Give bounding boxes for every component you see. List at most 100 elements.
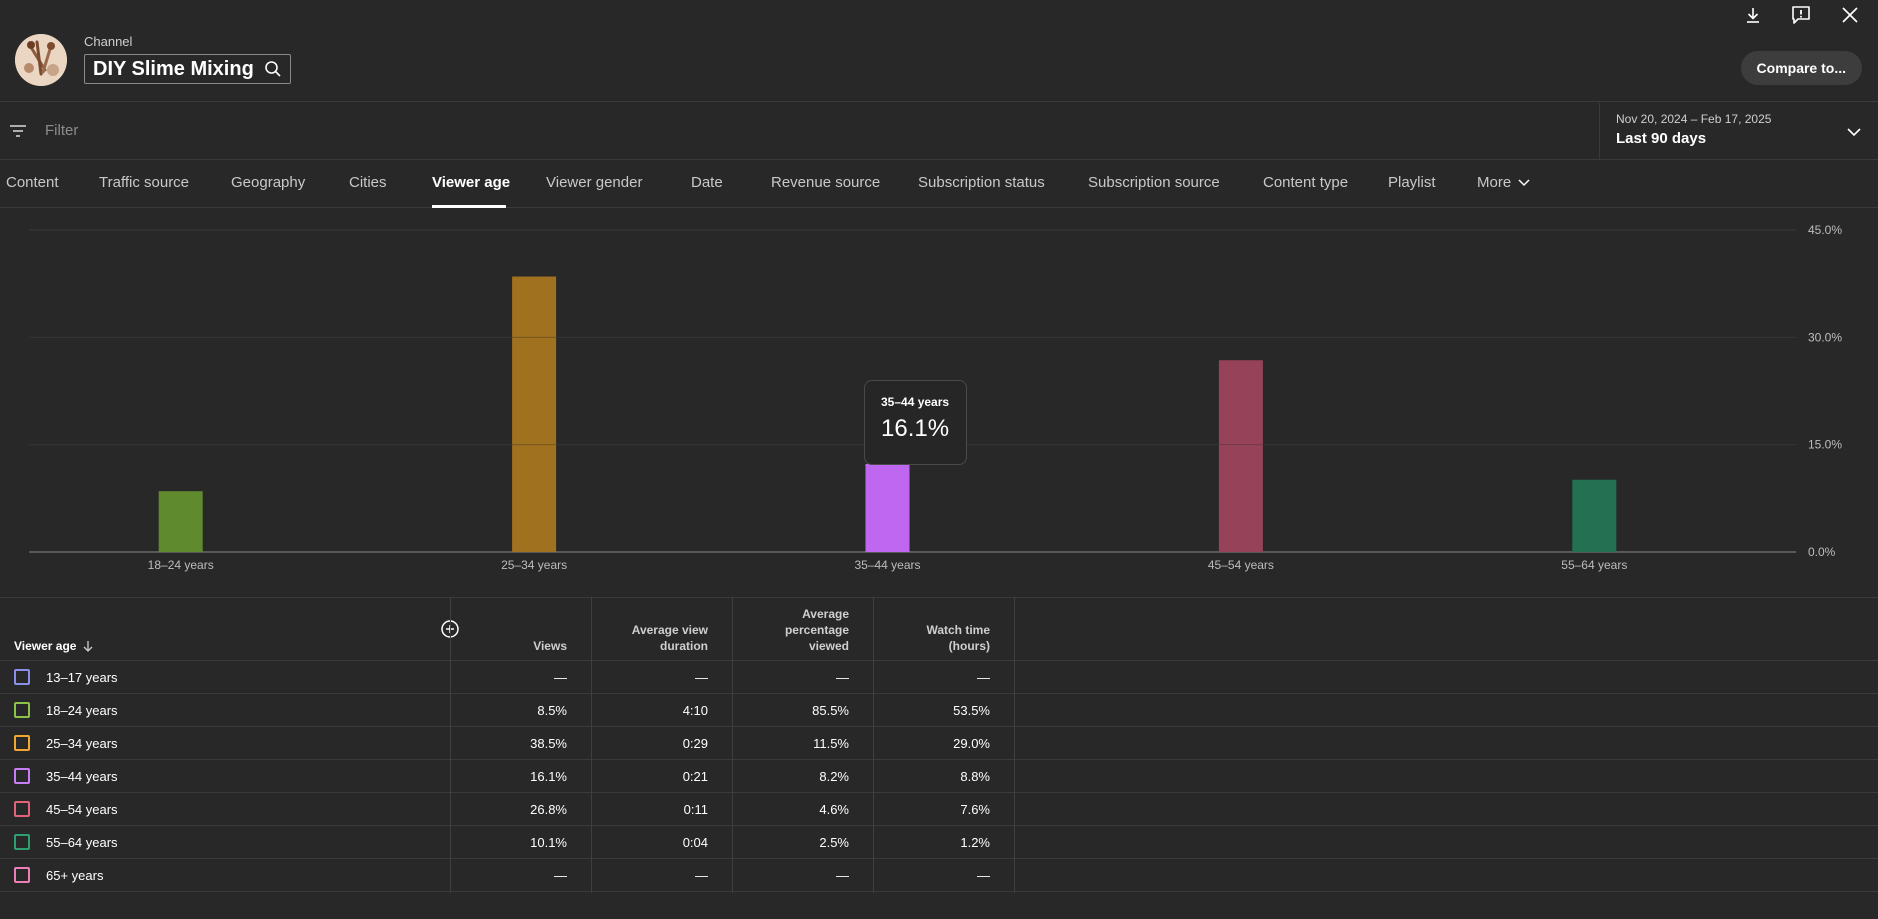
channel-avatar[interactable] — [15, 34, 67, 86]
bar-chart: 45.0% 30.0% 15.0% 0.0% 18–24 years 25–34 year… — [29, 223, 1842, 572]
tab-playlist[interactable]: Playlist — [1388, 174, 1436, 191]
table-header: Viewer age Views Average view duration A… — [0, 597, 1878, 661]
column-divider — [450, 597, 451, 893]
tab-traffic-source[interactable]: Traffic source — [99, 174, 190, 191]
row-age-label: 35–44 years — [46, 769, 118, 784]
date-range-text: Nov 20, 2024 – Feb 17, 2025 — [1616, 112, 1772, 126]
tab-viewer-gender[interactable]: Viewer gender — [546, 174, 643, 191]
cell-average-view-duration: 4:10 — [682, 703, 708, 718]
close-icon[interactable] — [1837, 2, 1863, 28]
table-body: 13–17 years — — — — 18–24 years 8.5% 4:10 85.5% 5… — [0, 661, 1878, 892]
column-header-viewer-age[interactable]: Viewer age — [14, 638, 94, 654]
tab-subscription-status[interactable]: Subscription status — [918, 174, 1045, 191]
date-preset: Last 90 days — [1616, 130, 1707, 147]
table-row[interactable]: 65+ years — — — — — [0, 859, 1878, 892]
viewer-age-chart: 45.0% 30.0% 15.0% 0.0% 18–24 years 25–34 year… — [0, 208, 1878, 596]
feedback-icon[interactable] — [1788, 2, 1814, 28]
row-checkbox[interactable] — [14, 735, 30, 751]
tab-cities[interactable]: Cities — [349, 174, 387, 191]
row-checkbox[interactable] — [14, 801, 30, 817]
cell-average-percentage-viewed: — — [836, 868, 849, 883]
cell-views: 8.5% — [537, 703, 567, 718]
download-icon[interactable] — [1740, 2, 1766, 28]
column-header-average-view-duration[interactable]: Average view duration — [632, 622, 708, 654]
tab-content[interactable]: Content — [6, 174, 59, 191]
viewer-age-table: Viewer age Views Average view duration A… — [0, 597, 1878, 893]
table-row[interactable]: 25–34 years 38.5% 0:29 11.5% 29.0% — [0, 727, 1878, 760]
column-header-avd-line1: Average view — [631, 623, 708, 637]
tooltip-value: 16.1% — [881, 415, 950, 442]
column-header-views-label: Views — [533, 639, 567, 653]
table-row[interactable]: 13–17 years — — — — — [0, 661, 1878, 694]
cell-average-percentage-viewed: 2.5% — [819, 835, 849, 850]
bar[interactable] — [1572, 479, 1617, 552]
row-age-label: 13–17 years — [46, 670, 118, 685]
column-divider — [591, 597, 592, 893]
row-checkbox[interactable] — [14, 768, 30, 784]
row-checkbox[interactable] — [14, 867, 30, 883]
cell-average-view-duration: 0:11 — [683, 802, 708, 817]
bar[interactable] — [512, 276, 557, 552]
active-tab-indicator — [432, 205, 506, 208]
row-age-label: 55–64 years — [46, 835, 118, 850]
channel-selector[interactable]: DIY Slime Mixing — [84, 54, 291, 84]
column-header-views[interactable]: Views — [533, 638, 567, 654]
table-row[interactable]: 45–54 years 26.8% 0:11 4.6% 7.6% — [0, 793, 1878, 826]
x-tick-label: 25–34 years — [501, 558, 567, 572]
column-header-apv-line2: percentage — [784, 623, 849, 637]
cell-views: 16.1% — [530, 769, 567, 784]
column-header-average-percentage-viewed[interactable]: Average percentage viewed — [785, 606, 849, 654]
cell-watch-time: 29.0% — [953, 736, 990, 751]
row-checkbox[interactable] — [14, 834, 30, 850]
cell-views: — — [554, 868, 567, 883]
cell-average-view-duration: 0:29 — [682, 736, 708, 751]
tab-content-type[interactable]: Content type — [1263, 174, 1349, 191]
bar[interactable] — [865, 463, 910, 552]
row-age-label: 18–24 years — [46, 703, 118, 718]
bar[interactable] — [1218, 360, 1263, 552]
channel-name: DIY Slime Mixing — [93, 57, 254, 80]
tab-more-label: More — [1477, 174, 1512, 191]
bar[interactable] — [158, 491, 203, 552]
table-row[interactable]: 35–44 years 16.1% 0:21 8.2% 8.8% — [0, 760, 1878, 793]
date-range-selector[interactable]: Nov 20, 2024 – Feb 17, 2025 Last 90 days — [1599, 103, 1878, 160]
y-tick-label: 15.0% — [1808, 438, 1842, 452]
sort-down-arrow-icon — [84, 641, 93, 652]
column-divider — [732, 597, 733, 893]
cell-watch-time: 8.8% — [960, 769, 990, 784]
column-divider — [873, 597, 874, 893]
header: Channel DIY Slime Mixing Compare to... — [0, 0, 1878, 102]
tab-geography[interactable]: Geography — [231, 174, 306, 191]
cell-watch-time: 7.6% — [960, 802, 990, 817]
table-row[interactable]: 55–64 years 10.1% 0:04 2.5% 1.2% — [0, 826, 1878, 859]
x-tick-label: 55–64 years — [1561, 558, 1627, 572]
cell-average-percentage-viewed: 8.2% — [819, 769, 849, 784]
tab-revenue-source[interactable]: Revenue source — [771, 174, 881, 191]
y-tick-label: 30.0% — [1808, 330, 1842, 344]
table-row[interactable]: 18–24 years 8.5% 4:10 85.5% 53.5% — [0, 694, 1878, 727]
column-header-avd-line2: duration — [660, 639, 708, 653]
cell-average-view-duration: 0:21 — [682, 769, 708, 784]
compare-button[interactable]: Compare to... — [1740, 51, 1862, 85]
cell-views: 38.5% — [530, 736, 567, 751]
column-header-watch-time[interactable]: Watch time (hours) — [926, 622, 990, 654]
column-header-wt-line1: Watch time — [926, 623, 990, 637]
column-header-apv-line1: Average — [802, 607, 849, 621]
cell-views: 10.1% — [530, 835, 567, 850]
cell-views: — — [554, 670, 567, 685]
cell-views: 26.8% — [530, 802, 567, 817]
cell-watch-time: 1.2% — [960, 835, 990, 850]
cell-average-view-duration: 0:04 — [682, 835, 708, 850]
cell-average-percentage-viewed: 85.5% — [812, 703, 849, 718]
tab-more[interactable]: More — [1477, 174, 1531, 191]
filter-icon[interactable] — [8, 121, 28, 141]
column-header-wt-line2: (hours) — [948, 639, 990, 653]
row-checkbox[interactable] — [14, 669, 30, 685]
tab-date[interactable]: Date — [691, 174, 723, 191]
filter-input[interactable]: Filter — [45, 122, 79, 139]
row-checkbox[interactable] — [14, 702, 30, 718]
chevron-down-icon — [1847, 128, 1861, 137]
tab-viewer-age[interactable]: Viewer age — [432, 174, 511, 191]
tab-subscription-source[interactable]: Subscription source — [1088, 174, 1220, 191]
dimension-tabs: Content Traffic source Geography Cities … — [0, 161, 1878, 208]
